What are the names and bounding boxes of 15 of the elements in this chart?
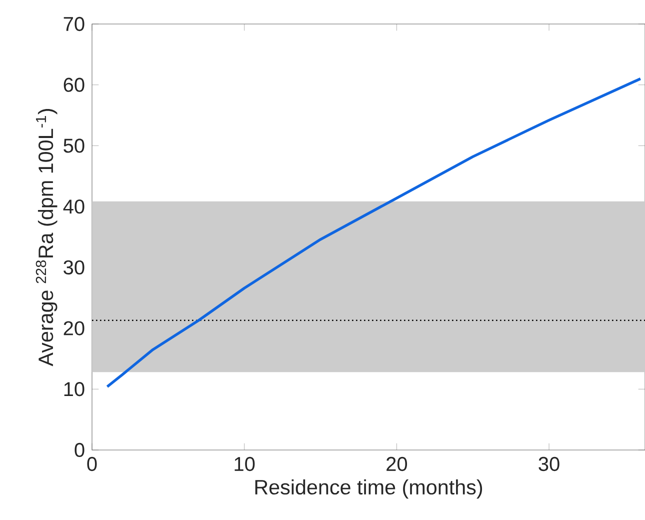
y-tick-label: 50 xyxy=(64,138,84,153)
y-tick-label: 30 xyxy=(64,260,84,274)
y-axis-title: Average $^{228}$Ra (dpm 100L$^{-1}$) xyxy=(36,109,58,366)
x-tick-label: 30 xyxy=(538,456,560,472)
x-tick-label: 0 xyxy=(87,456,97,472)
y-tick-label: 70 xyxy=(64,16,84,32)
y-tick-label: 20 xyxy=(64,321,84,336)
x-axis-title: Residence time (months) xyxy=(255,479,482,499)
line-series xyxy=(106,77,642,388)
y-tick-label: 60 xyxy=(64,78,84,92)
x-tick-label: 20 xyxy=(386,456,408,472)
y-tick-label: 10 xyxy=(64,382,84,396)
y-tick-label: 0 xyxy=(74,442,84,458)
x-tick-label: 10 xyxy=(234,456,255,472)
y-tick-label: 40 xyxy=(63,199,84,214)
